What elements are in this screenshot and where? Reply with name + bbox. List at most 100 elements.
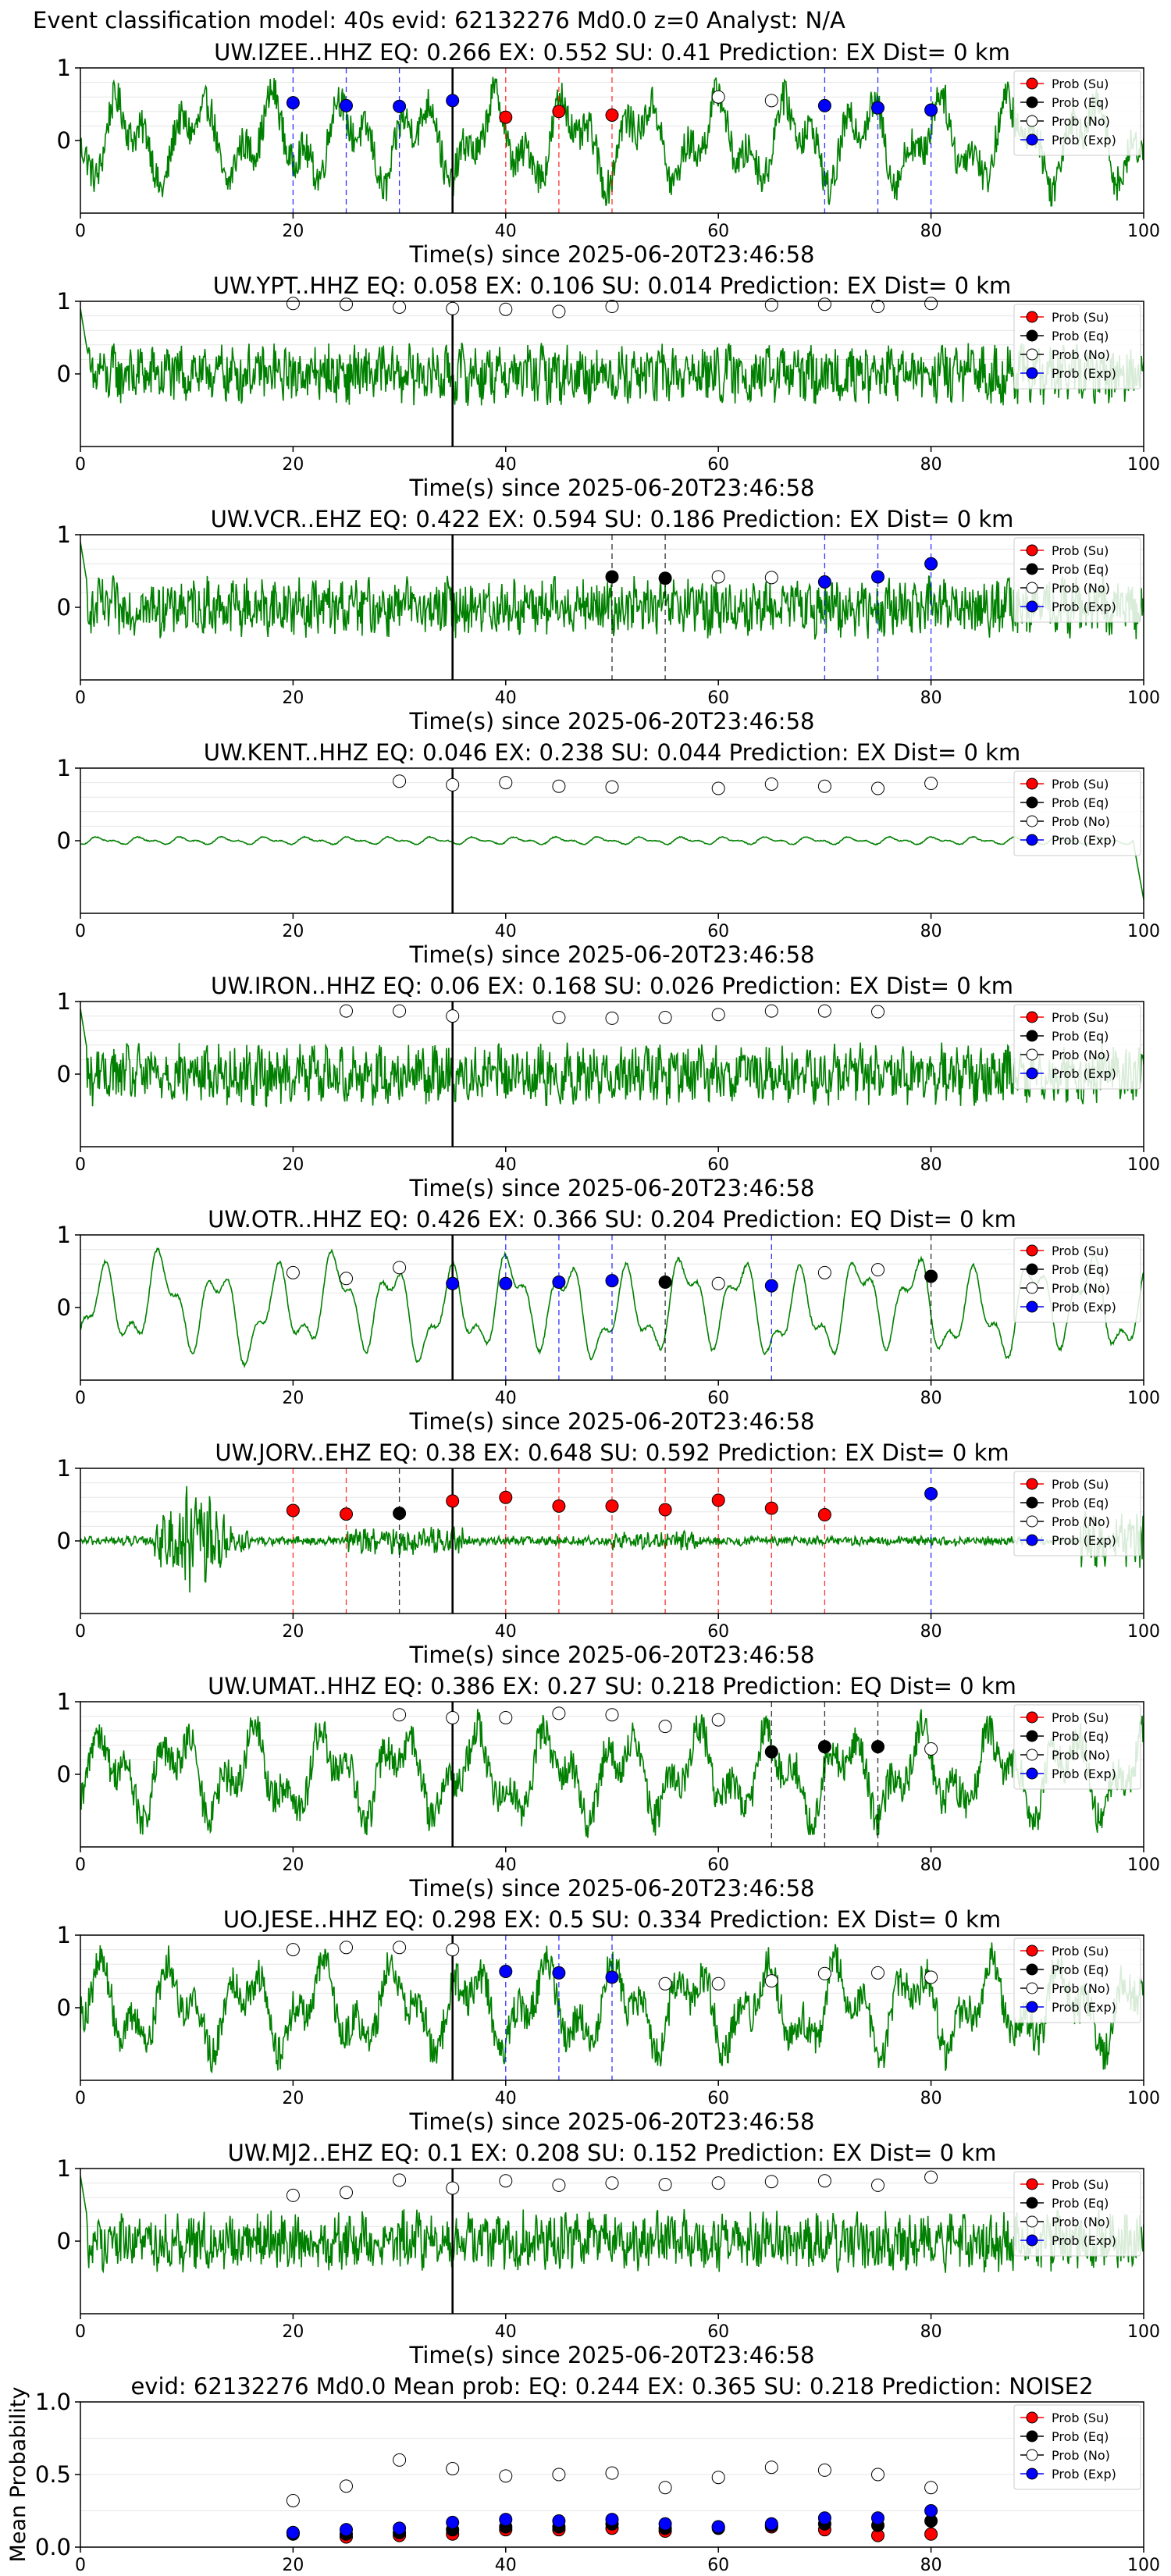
legend-marker: [1026, 1749, 1038, 1761]
probability-marker: [552, 1010, 566, 1024]
probability-marker: [871, 1263, 884, 1277]
x-tick-label: 80: [920, 1622, 942, 1642]
probability-marker: [552, 1706, 566, 1720]
x-axis-label: Time(s) since 2025-06-20T23:46:58: [409, 1408, 815, 1435]
legend-marker: [1026, 1711, 1038, 1724]
probability-marker: [871, 2178, 884, 2192]
probability-marker: [446, 1943, 460, 1957]
y-tick-label: 1: [57, 521, 71, 548]
x-tick-label: 60: [707, 922, 729, 941]
legend-marker: [1026, 1263, 1038, 1276]
probability-marker: [605, 1708, 619, 1722]
probability-marker: [393, 1941, 407, 1955]
probability-marker: [817, 779, 831, 793]
y-tick-label: 1: [57, 1688, 71, 1715]
probability-marker: [658, 1503, 672, 1517]
y-tick-label: 0.0: [35, 2534, 71, 2560]
x-tick-label: 80: [920, 222, 942, 241]
legend-marker: [1026, 1282, 1038, 1294]
x-tick-label: 0: [75, 2089, 86, 2108]
probability-marker: [340, 1941, 353, 1955]
probability-marker: [499, 776, 513, 790]
y-axis-label: Mean Probability: [6, 2387, 30, 2563]
legend-marker: [1026, 1982, 1038, 1994]
panel-title: UW.VCR..EHZ EQ: 0.422 EX: 0.594 SU: 0.18…: [211, 506, 1014, 532]
probability-marker: [552, 304, 566, 318]
probability-marker: [711, 1008, 725, 1022]
probability-marker: [605, 1970, 619, 1984]
legend-box: [1013, 1704, 1141, 1790]
x-tick-label: 0: [75, 2556, 86, 2575]
probability-marker: [764, 1279, 778, 1293]
probability-marker: [764, 94, 778, 108]
mean-probability-marker: [924, 2481, 938, 2495]
legend-label: Prob (Su): [1052, 2177, 1109, 2192]
y-tick-label: 1: [57, 2155, 71, 2182]
mean-probability-marker: [286, 2525, 300, 2539]
x-tick-label: 100: [1127, 1622, 1160, 1642]
probability-marker: [817, 2174, 831, 2188]
mean-probability-marker: [711, 2471, 725, 2485]
probability-marker: [924, 1487, 938, 1501]
probability-marker: [605, 1011, 619, 1025]
figure-title: Event classification model: 40s evid: 62…: [33, 7, 845, 34]
mean-probability-marker: [340, 2479, 353, 2493]
probability-marker: [817, 1966, 831, 1980]
probability-marker: [817, 1740, 831, 1754]
mean-probability-marker: [605, 2513, 619, 2527]
probability-marker: [393, 99, 407, 113]
probability-marker: [764, 1004, 778, 1018]
panel-title: UO.JESE..HHZ EQ: 0.298 EX: 0.5 SU: 0.334…: [223, 1906, 1001, 1933]
station-panel: UW.IRON..HHZ EQ: 0.06 EX: 0.168 SU: 0.02…: [57, 973, 1160, 1201]
legend-label: Prob (Su): [1052, 543, 1109, 558]
probability-marker: [764, 1974, 778, 1988]
mean-probability-marker: [393, 2521, 407, 2535]
legend-marker: [1026, 2001, 1038, 2013]
probability-marker: [286, 1265, 300, 1279]
probability-marker: [446, 1710, 460, 1724]
legend-label: Prob (No): [1052, 2448, 1110, 2463]
x-tick-label: 0: [75, 1155, 86, 1175]
probability-marker: [711, 1493, 725, 1507]
legend-label: Prob (Su): [1052, 1010, 1109, 1025]
legend-label: Prob (Eq): [1052, 795, 1109, 810]
station-panel: UW.UMAT..HHZ EQ: 0.386 EX: 0.27 SU: 0.21…: [57, 1673, 1160, 1902]
probability-marker: [764, 2175, 778, 2189]
y-tick-label: 0: [57, 1294, 71, 1321]
y-tick-label: 1: [57, 988, 71, 1015]
legend-marker: [1026, 834, 1038, 846]
mean-probability-marker: [393, 2453, 407, 2467]
legend-label: Prob (Eq): [1052, 1029, 1109, 1044]
probability-marker: [711, 570, 725, 584]
legend-marker: [1026, 2411, 1038, 2424]
probability-marker: [605, 2176, 619, 2190]
mean-probability-marker: [446, 2462, 460, 2476]
station-panel: UW.MJ2..EHZ EQ: 0.1 EX: 0.208 SU: 0.152 …: [57, 2140, 1160, 2368]
y-tick-label: 0: [57, 827, 71, 854]
probability-marker: [393, 1708, 407, 1722]
x-axis-label: Time(s) since 2025-06-20T23:46:58: [409, 2342, 815, 2368]
x-tick-label: 0: [75, 222, 86, 241]
x-tick-label: 100: [1127, 2089, 1160, 2108]
y-tick-label: 0: [57, 2228, 71, 2254]
x-tick-label: 0: [75, 2322, 86, 2342]
x-tick-label: 60: [707, 1389, 729, 1408]
legend-label: Prob (Exp): [1052, 366, 1116, 381]
x-tick-label: 80: [920, 1856, 942, 1875]
legend-marker: [1026, 77, 1038, 90]
x-tick-label: 100: [1127, 2322, 1160, 2342]
legend-marker: [1026, 96, 1038, 109]
legend-label: Prob (Su): [1052, 1944, 1109, 1959]
x-tick-label: 60: [707, 2322, 729, 2342]
legend-marker: [1026, 311, 1038, 323]
legend-marker: [1026, 2197, 1038, 2209]
mean-probability-marker: [871, 2511, 884, 2525]
x-tick-label: 80: [920, 1155, 942, 1175]
legend-box: [1013, 1004, 1141, 1090]
probability-marker: [764, 298, 778, 312]
probability-marker: [658, 571, 672, 585]
probability-marker: [286, 2188, 300, 2202]
legend-box: [1013, 2171, 1141, 2257]
probability-marker: [924, 1742, 938, 1756]
